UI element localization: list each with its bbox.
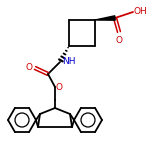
Text: OH: OH (134, 7, 148, 17)
Text: O: O (25, 64, 32, 73)
Text: NH: NH (62, 57, 76, 67)
Polygon shape (95, 16, 115, 20)
Text: O: O (56, 83, 63, 92)
Text: O: O (116, 36, 123, 45)
